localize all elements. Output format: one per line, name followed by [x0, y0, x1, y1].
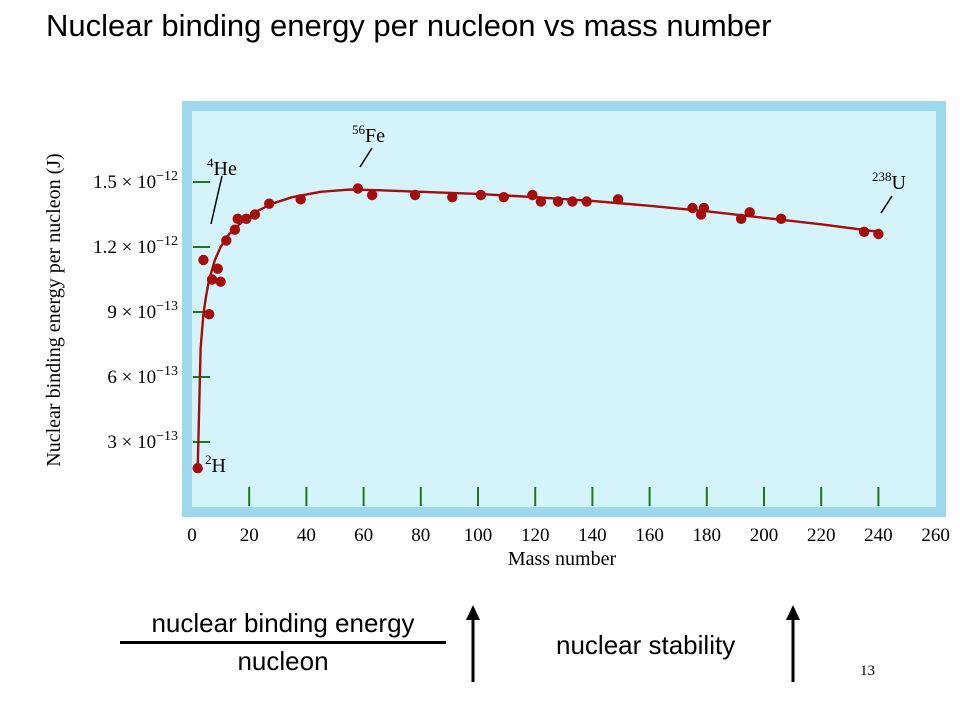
- y-axis-tick-labels: 3 × 10−13 6 × 10−13 9 × 10−13 1.2 × 10−12 1.…: [93, 169, 178, 453]
- nuclear-stability-label: nuclear stability: [556, 630, 736, 660]
- fraction-bar: [120, 641, 446, 644]
- x-tick-label: 200: [750, 525, 779, 546]
- x-axis-ticks: [248, 487, 880, 506]
- data-point: [212, 263, 223, 274]
- annotation-leader-line: [210, 175, 223, 225]
- x-tick-label: 180: [693, 525, 722, 546]
- data-point: [527, 189, 538, 201]
- data-point: [249, 209, 261, 220]
- data-points: [192, 183, 884, 474]
- data-point: [535, 196, 547, 207]
- x-tick-label: 240: [864, 525, 893, 546]
- data-point: [203, 308, 215, 320]
- y-tick-label: 9 × 10−13: [107, 299, 178, 323]
- annotation-leader-line: [880, 195, 893, 214]
- data-point: [498, 191, 509, 203]
- x-tick-label: 260: [921, 525, 950, 546]
- data-point: [264, 198, 275, 209]
- data-point: [206, 274, 218, 285]
- isotope-label-fe: 56Fe: [352, 122, 385, 147]
- up-arrow-icon: [786, 605, 800, 682]
- data-point: [215, 276, 226, 287]
- y-tick-label: 1.5 × 10−12: [93, 169, 178, 193]
- x-tick-label: 80: [411, 525, 430, 546]
- x-tick-label: 160: [635, 525, 664, 546]
- data-point: [552, 196, 564, 207]
- data-point: [775, 213, 787, 225]
- data-point: [581, 196, 592, 207]
- data-point: [744, 207, 755, 218]
- isotope-label-h: 2H: [205, 452, 226, 477]
- y-tick-label: 6 × 10−13: [107, 364, 178, 388]
- binding-energy-chart: 3 × 10−13 6 × 10−13 9 × 10−13 1.2 × 10−12 1.…: [43, 101, 950, 570]
- fraction-numerator: nuclear binding energy: [151, 608, 415, 638]
- y-axis-label: Nuclear binding energy per nucleon (J): [43, 153, 65, 466]
- data-point: [475, 189, 487, 201]
- data-point: [352, 183, 364, 194]
- x-tick-label: 20: [240, 525, 259, 546]
- data-point: [192, 463, 203, 474]
- x-tick-label: 60: [354, 525, 373, 546]
- data-point: [612, 194, 624, 205]
- data-point: [698, 202, 710, 214]
- x-axis-label: Mass number: [508, 548, 617, 570]
- data-point: [735, 213, 747, 225]
- annotation-leader-line: [359, 147, 373, 168]
- page-number: 13: [860, 663, 875, 679]
- slide-title: Nuclear binding energy per nucleon vs ma…: [46, 8, 772, 43]
- data-point: [858, 226, 870, 238]
- data-point: [232, 213, 243, 225]
- data-point: [229, 224, 241, 235]
- x-tick-label: 0: [187, 525, 197, 546]
- x-tick-label: 120: [521, 525, 550, 546]
- x-tick-label: 100: [464, 525, 493, 546]
- x-tick-label: 220: [807, 525, 836, 546]
- x-axis-tick-labels: 0 20 40 60 80 100 120 140 160 180 200 220 240 260: [187, 525, 950, 546]
- isotope-annotations: 4He 56Fe 238U 2H: [205, 122, 907, 477]
- data-point: [295, 194, 306, 205]
- data-point: [409, 189, 421, 201]
- fraction-denominator: nucleon: [237, 646, 329, 676]
- data-point: [873, 228, 884, 240]
- data-point: [366, 189, 378, 201]
- binding-energy-per-nucleon-fraction: nuclear binding energy nucleon: [118, 608, 448, 677]
- up-arrow-icon: [466, 605, 480, 682]
- data-point: [687, 202, 698, 214]
- data-point: [241, 213, 252, 225]
- x-tick-label: 40: [297, 525, 316, 546]
- data-point: [567, 196, 578, 207]
- y-tick-label: 3 × 10−13: [107, 429, 178, 453]
- plot-panel: [192, 111, 936, 507]
- y-tick-label: 1.2 × 10−12: [93, 234, 178, 258]
- isotope-label-u: 238U: [872, 169, 907, 194]
- data-point: [221, 235, 232, 246]
- isotope-label-he: 4He: [207, 155, 237, 180]
- x-tick-label: 140: [578, 525, 607, 546]
- data-point: [198, 254, 209, 266]
- data-point: [447, 191, 458, 203]
